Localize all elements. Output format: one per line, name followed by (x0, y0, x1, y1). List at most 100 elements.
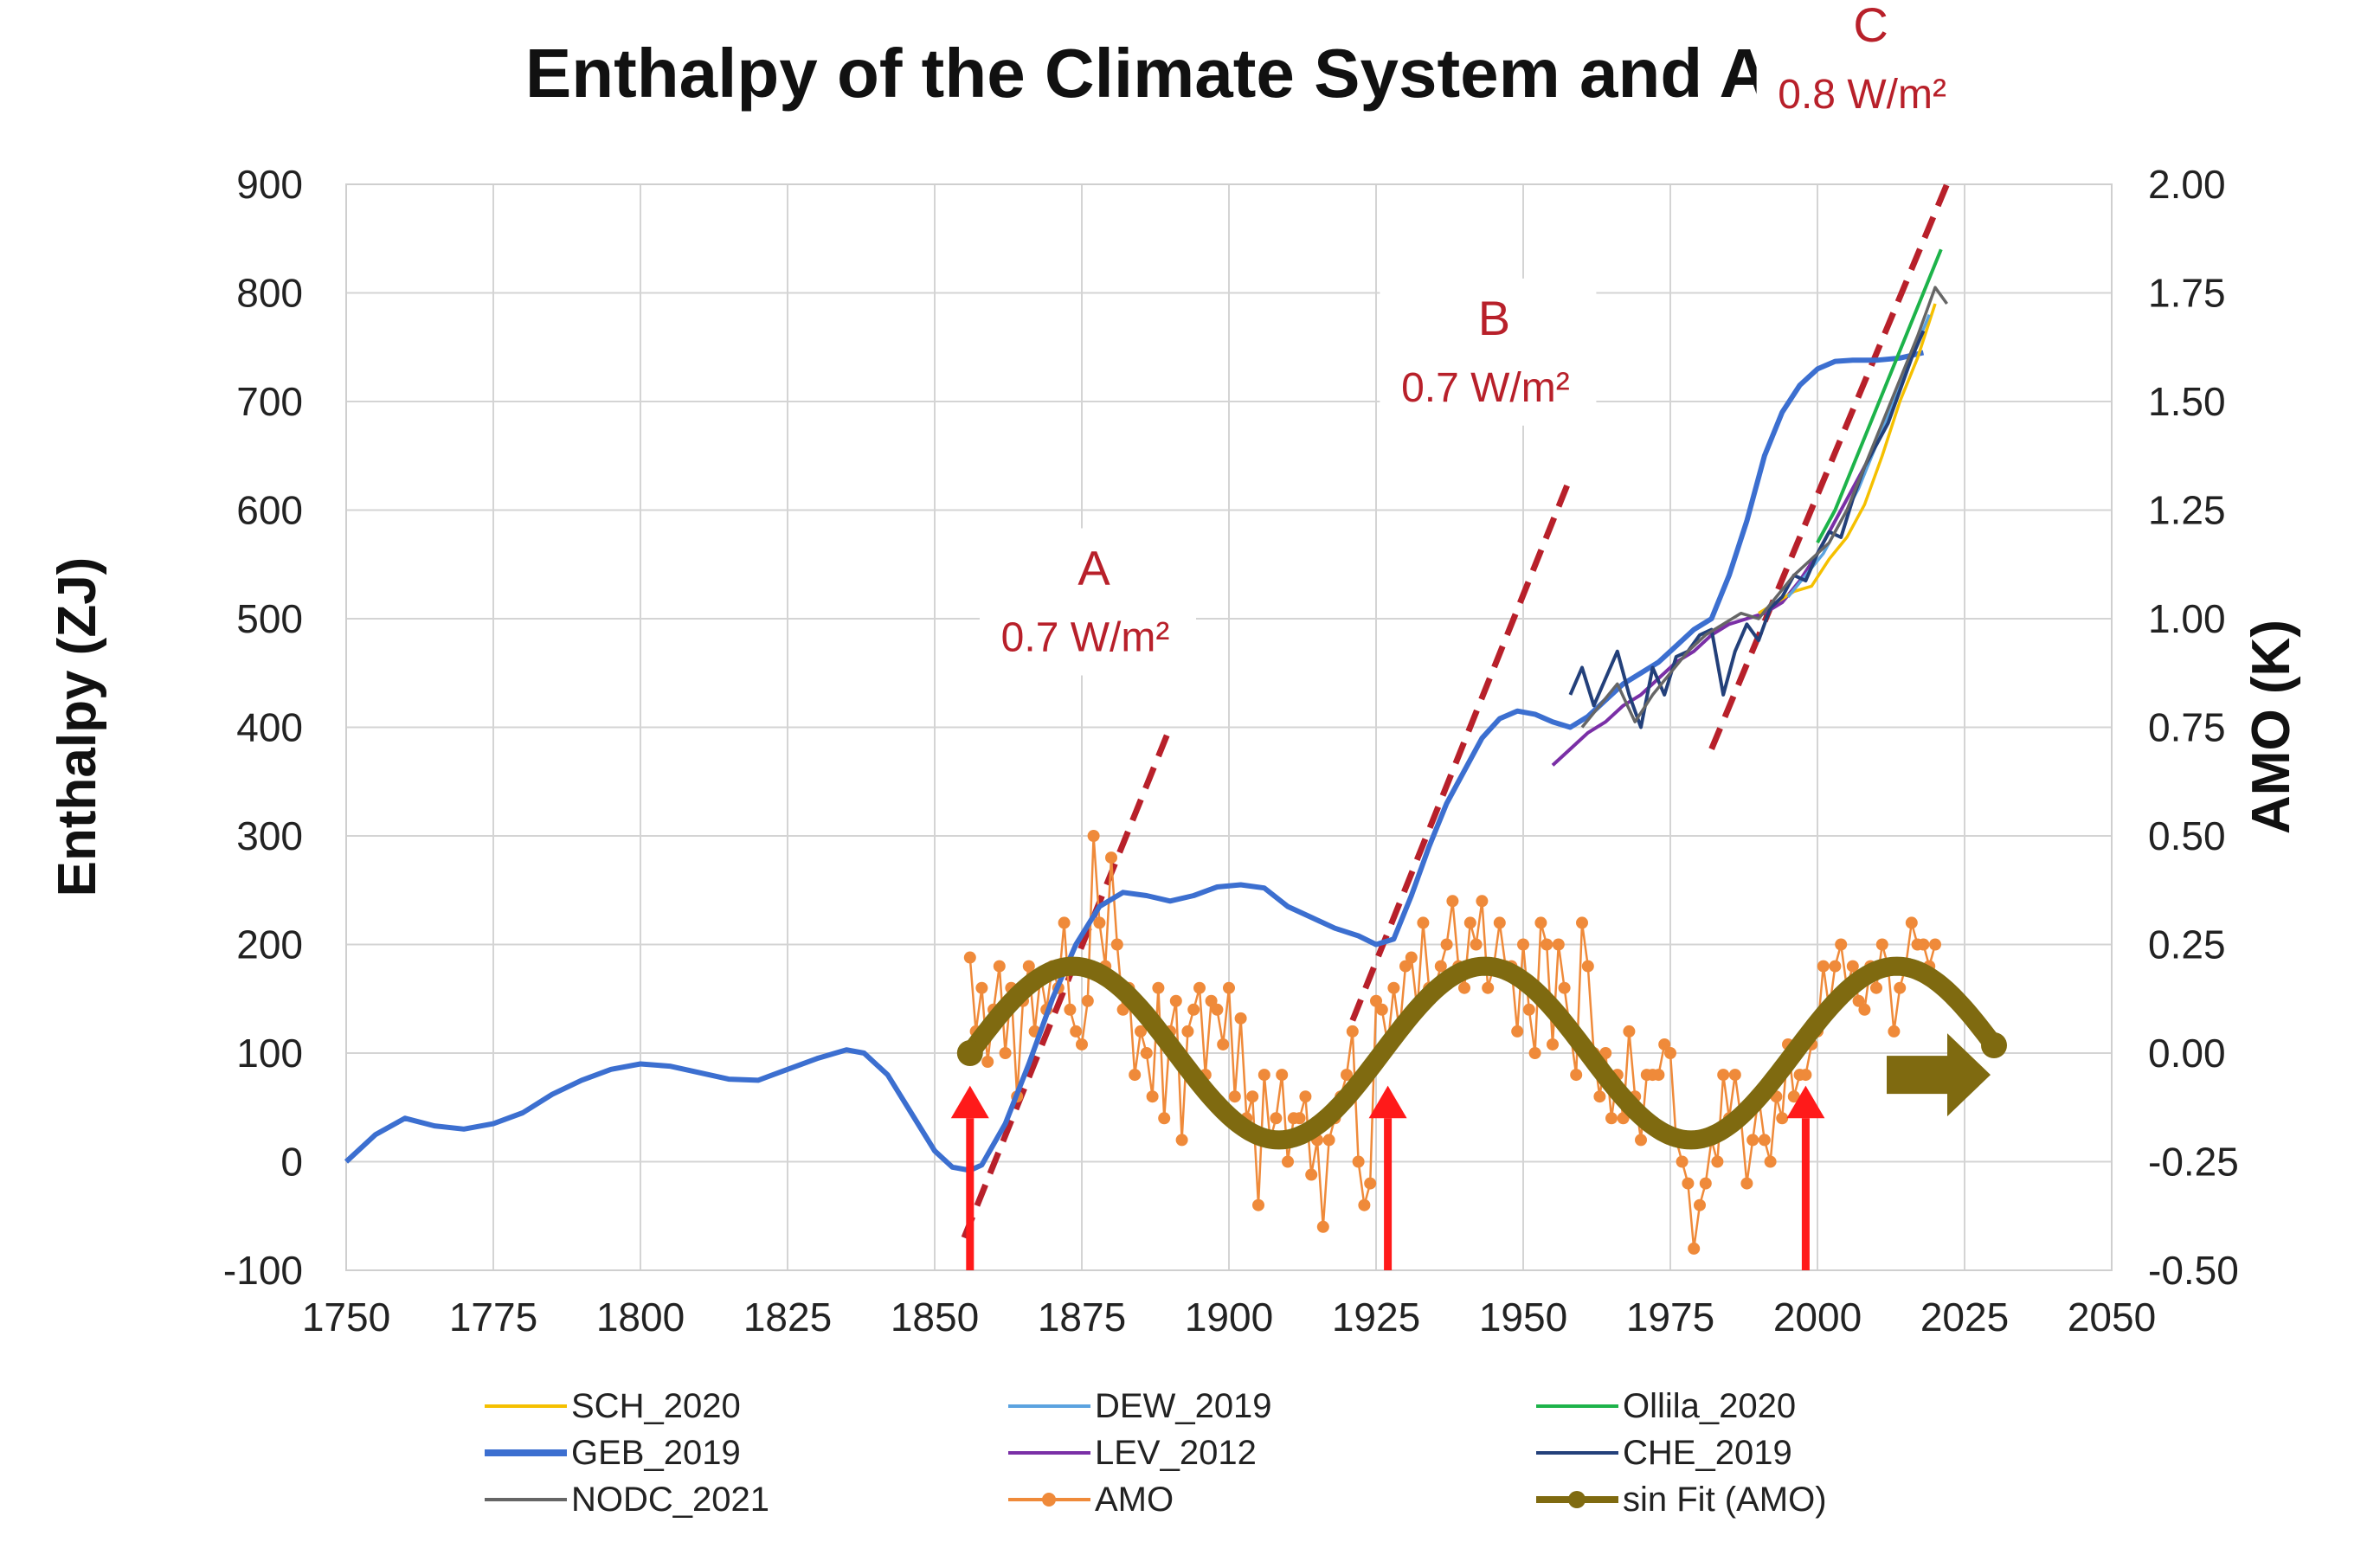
amo-point (1617, 1112, 1630, 1125)
y-right-tick-label: -0.25 (2148, 1140, 2239, 1185)
y-right-tick-label: 0.00 (2148, 1031, 2226, 1076)
amo-point (1370, 994, 1382, 1007)
x-tick-label: 1950 (1479, 1295, 1567, 1340)
amo-point (999, 1047, 1012, 1059)
amo-point (1105, 851, 1117, 864)
y-axis-left-ticks: -100 0 100 200 300 400 500 600 700 800 900 (223, 162, 303, 1293)
amo-point (1888, 1025, 1901, 1038)
amo-point (1252, 1198, 1264, 1211)
trend-label-bg (980, 528, 1196, 676)
amo-point (1470, 938, 1483, 951)
y-right-tick-label: 0.50 (2148, 813, 2226, 858)
amo-point (1917, 938, 1930, 951)
amo-point (1552, 938, 1565, 951)
y-right-tick-label: 1.50 (2148, 379, 2226, 424)
amo-point (1234, 1012, 1247, 1025)
trend-c: C 0.8 W/m² (1708, 0, 1973, 750)
amo-point (1463, 916, 1476, 929)
plot-area-border (345, 183, 2113, 1271)
ollila-2020-line (1816, 248, 1943, 544)
amo-point (1581, 960, 1594, 973)
amo-point (1599, 1047, 1612, 1059)
y-right-tick-label: 0.75 (2148, 705, 2226, 750)
geb-2019-line (344, 350, 1925, 1173)
amo-point (1605, 1112, 1618, 1125)
amo-point (1217, 1038, 1230, 1050)
x-tick-label: 1900 (1185, 1295, 1273, 1340)
trend-label-bg (1756, 0, 1973, 132)
amo-point (1228, 1090, 1241, 1103)
trend-b: B 0.7 W/m² (1349, 278, 1597, 1022)
amo-point (1717, 1069, 1730, 1082)
y-right-tick-label: 1.00 (2148, 596, 2226, 641)
amo-point (1728, 1069, 1741, 1082)
sin-fit-line (960, 956, 2004, 1150)
y-left-tick-label: 500 (236, 596, 303, 641)
amo-point (1528, 1047, 1541, 1059)
amo-point (1246, 1090, 1259, 1103)
amo-point (1434, 960, 1447, 973)
amo-point (1799, 1069, 1812, 1082)
amo-point (1817, 960, 1830, 973)
amo-point (1110, 938, 1123, 951)
amo-point (1870, 981, 1882, 994)
y-right-tick-label: -0.50 (2148, 1248, 2239, 1293)
amo-point (981, 1056, 994, 1069)
legend-label: AMO (1095, 1481, 1174, 1519)
up-arrow-head (1368, 1085, 1407, 1119)
trend-rate: 0.8 W/m² (1778, 72, 1946, 118)
series-ollila-2020 (1816, 248, 1943, 544)
amo-point (1152, 981, 1165, 994)
x-tick-label: 1775 (449, 1295, 537, 1340)
y-axis-right-label: AMO (K) (2242, 620, 2301, 834)
amo-point (1875, 938, 1888, 951)
amo-point (1829, 960, 1842, 973)
amo-point (1522, 1003, 1535, 1016)
amo-point (1688, 1242, 1701, 1255)
y-left-tick-label: 100 (236, 1031, 303, 1076)
y-right-tick-label: 1.25 (2148, 488, 2226, 533)
amo-point (1322, 1134, 1335, 1147)
amo-point (1835, 938, 1848, 951)
trend-rate: 0.7 W/m² (1001, 615, 1170, 661)
amo-point (1346, 1025, 1359, 1038)
amo-point (1576, 916, 1588, 929)
x-tick-label: 2000 (1773, 1295, 1862, 1340)
trend-annotations: A 0.7 W/m² B 0.7 W/m² C 0.8 W/m² (961, 0, 1973, 1239)
amo-point (1282, 1155, 1294, 1168)
amo-point (1205, 994, 1218, 1007)
amo-point (1623, 1025, 1636, 1038)
amo-point (1711, 1155, 1724, 1168)
amo-point (1458, 981, 1470, 994)
series-lev-2012 (1551, 411, 1890, 767)
amo-point (1558, 981, 1571, 994)
series-geb-2019 (344, 350, 1925, 1173)
up-arrow (950, 1085, 989, 1270)
legend-label: CHE_2019 (1623, 1434, 1792, 1472)
x-tick-label: 2025 (1920, 1295, 2009, 1340)
x-tick-label: 1875 (1038, 1295, 1126, 1340)
y-left-tick-label: 900 (236, 162, 303, 207)
amo-point (1493, 916, 1506, 929)
x-tick-label: 1925 (1332, 1295, 1420, 1340)
amo-point (1446, 895, 1459, 908)
amo-point (1929, 938, 1941, 951)
y-left-tick-label: 200 (236, 922, 303, 967)
legend-marker (1568, 1491, 1586, 1508)
amo-point (1699, 1177, 1712, 1190)
trend-line-c (1708, 183, 1950, 750)
legend-item-dew-2019: DEW_2019 (1008, 1387, 1272, 1425)
amo-point (1352, 1155, 1365, 1168)
y-axis-right-ticks: -0.50 -0.25 0.00 0.25 0.50 0.75 1.00 1.25 1.50 1.… (2148, 162, 2239, 1293)
trend-label-bg (1380, 278, 1597, 426)
y-left-tick-label: 0 (280, 1140, 303, 1185)
amo-point (1064, 1003, 1077, 1016)
amo-point (1158, 1112, 1171, 1125)
amo-point (1570, 1069, 1583, 1082)
amo-point (1211, 1003, 1224, 1016)
amo-point (1181, 1025, 1194, 1038)
y-right-tick-label: 2.00 (2148, 162, 2226, 207)
legend-label: NODC_2021 (571, 1481, 769, 1519)
amo-point (1076, 1038, 1088, 1050)
sin-fit-endpoint (1981, 1032, 2007, 1059)
